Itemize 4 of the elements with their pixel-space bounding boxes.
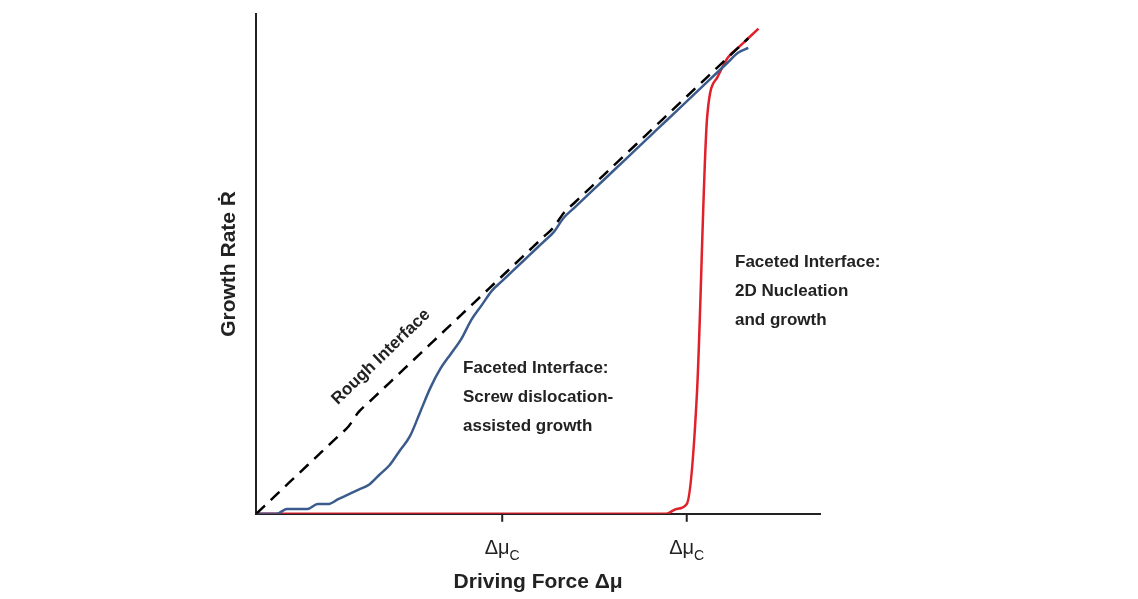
series-label: Faceted Interface: Screw dislocation- assisted growth [463,357,614,435]
series-label: Faceted Interface: 2D Nucleation and growth [735,251,881,329]
y-axis-title: Growth Rate Ṙ [216,190,240,337]
x-axis-title: Driving Force Δμ [453,569,623,593]
